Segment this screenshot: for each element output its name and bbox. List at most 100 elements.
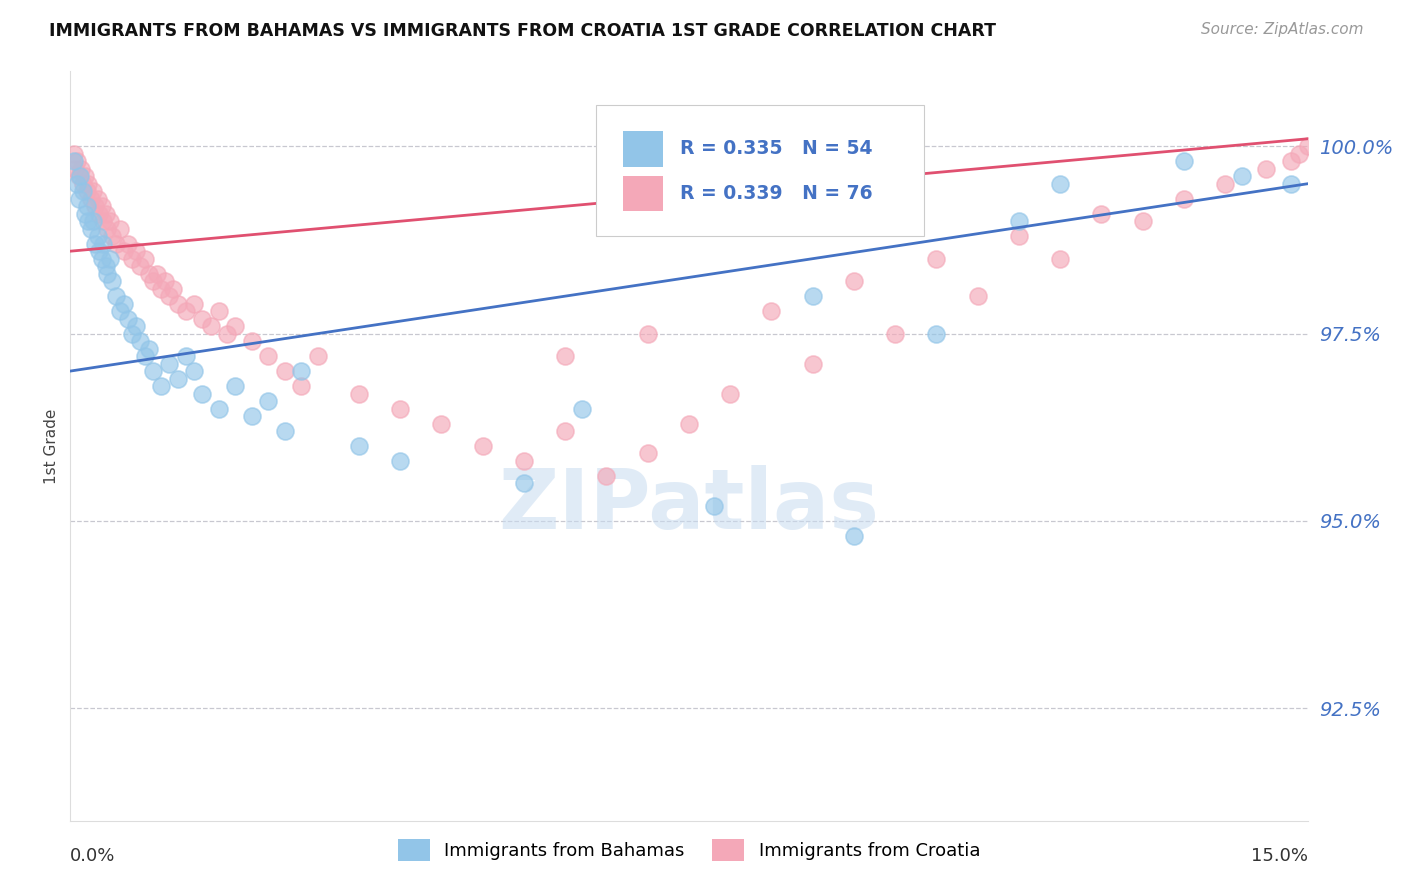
- Point: [1173, 192, 1195, 206]
- Point: [257, 349, 280, 363]
- Point: [142, 274, 165, 288]
- Point: [208, 304, 231, 318]
- Point: [65, 161, 87, 176]
- Point: [150, 379, 173, 393]
- Point: [153, 274, 176, 288]
- Point: [884, 326, 907, 341]
- Point: [75, 169, 97, 184]
- Point: [290, 379, 312, 393]
- Point: [1288, 146, 1310, 161]
- Point: [703, 499, 725, 513]
- Point: [121, 326, 143, 341]
- Point: [66, 154, 89, 169]
- Text: 15.0%: 15.0%: [1250, 847, 1308, 865]
- Point: [67, 192, 90, 206]
- Point: [290, 364, 312, 378]
- Point: [1090, 207, 1112, 221]
- Point: [84, 199, 107, 213]
- Point: [104, 289, 127, 303]
- Point: [571, 401, 593, 416]
- Text: Source: ZipAtlas.com: Source: ZipAtlas.com: [1201, 22, 1364, 37]
- Point: [91, 236, 114, 251]
- Point: [554, 424, 576, 438]
- Point: [1296, 139, 1319, 153]
- Point: [134, 349, 156, 363]
- Point: [157, 289, 180, 303]
- Point: [90, 199, 112, 213]
- Point: [208, 401, 231, 416]
- Point: [89, 207, 111, 221]
- Point: [108, 304, 131, 318]
- Point: [471, 439, 494, 453]
- Point: [678, 417, 700, 431]
- Point: [112, 296, 135, 310]
- Point: [240, 409, 263, 423]
- Text: R = 0.335   N = 54: R = 0.335 N = 54: [681, 139, 873, 158]
- Point: [1173, 154, 1195, 169]
- Point: [1279, 177, 1302, 191]
- Point: [966, 289, 988, 303]
- Point: [307, 349, 329, 363]
- Point: [66, 177, 89, 191]
- Point: [117, 311, 139, 326]
- FancyBboxPatch shape: [596, 105, 924, 236]
- Point: [94, 207, 117, 221]
- Point: [347, 439, 370, 453]
- Point: [77, 214, 100, 228]
- Point: [91, 214, 114, 228]
- Point: [76, 199, 98, 213]
- Point: [1279, 154, 1302, 169]
- Point: [1230, 169, 1253, 184]
- Point: [62, 146, 84, 161]
- Point: [1049, 252, 1071, 266]
- Point: [84, 236, 107, 251]
- Point: [77, 177, 100, 191]
- Point: [117, 236, 139, 251]
- Point: [134, 252, 156, 266]
- Point: [718, 386, 741, 401]
- Legend: Immigrants from Bahamas, Immigrants from Croatia: Immigrants from Bahamas, Immigrants from…: [391, 831, 987, 868]
- Point: [146, 267, 169, 281]
- Point: [98, 214, 121, 228]
- Point: [925, 326, 948, 341]
- Point: [125, 244, 148, 259]
- Point: [637, 326, 659, 341]
- Point: [183, 364, 205, 378]
- Point: [142, 364, 165, 378]
- Point: [70, 161, 93, 176]
- Bar: [623, 176, 664, 211]
- Point: [94, 259, 117, 273]
- Point: [80, 221, 103, 235]
- Point: [125, 319, 148, 334]
- Point: [430, 417, 453, 431]
- Point: [1132, 214, 1154, 228]
- Point: [89, 244, 111, 259]
- Point: [224, 379, 246, 393]
- Point: [637, 446, 659, 460]
- Point: [86, 192, 108, 206]
- Text: IMMIGRANTS FROM BAHAMAS VS IMMIGRANTS FROM CROATIA 1ST GRADE CORRELATION CHART: IMMIGRANTS FROM BAHAMAS VS IMMIGRANTS FR…: [49, 22, 997, 40]
- Point: [96, 221, 118, 235]
- Point: [513, 476, 536, 491]
- Point: [1256, 161, 1278, 176]
- Point: [224, 319, 246, 334]
- Point: [842, 274, 865, 288]
- Point: [98, 252, 121, 266]
- Point: [174, 304, 197, 318]
- Text: ZIPatlas: ZIPatlas: [499, 466, 879, 547]
- Point: [801, 357, 824, 371]
- Point: [75, 207, 97, 221]
- Point: [513, 454, 536, 468]
- Point: [67, 169, 90, 184]
- Point: [72, 177, 94, 191]
- Point: [162, 282, 184, 296]
- Point: [925, 252, 948, 266]
- Bar: [623, 130, 664, 167]
- Point: [174, 349, 197, 363]
- Point: [191, 386, 214, 401]
- Point: [63, 154, 86, 169]
- Point: [129, 334, 152, 348]
- Point: [80, 192, 103, 206]
- Point: [157, 357, 180, 371]
- Point: [595, 469, 617, 483]
